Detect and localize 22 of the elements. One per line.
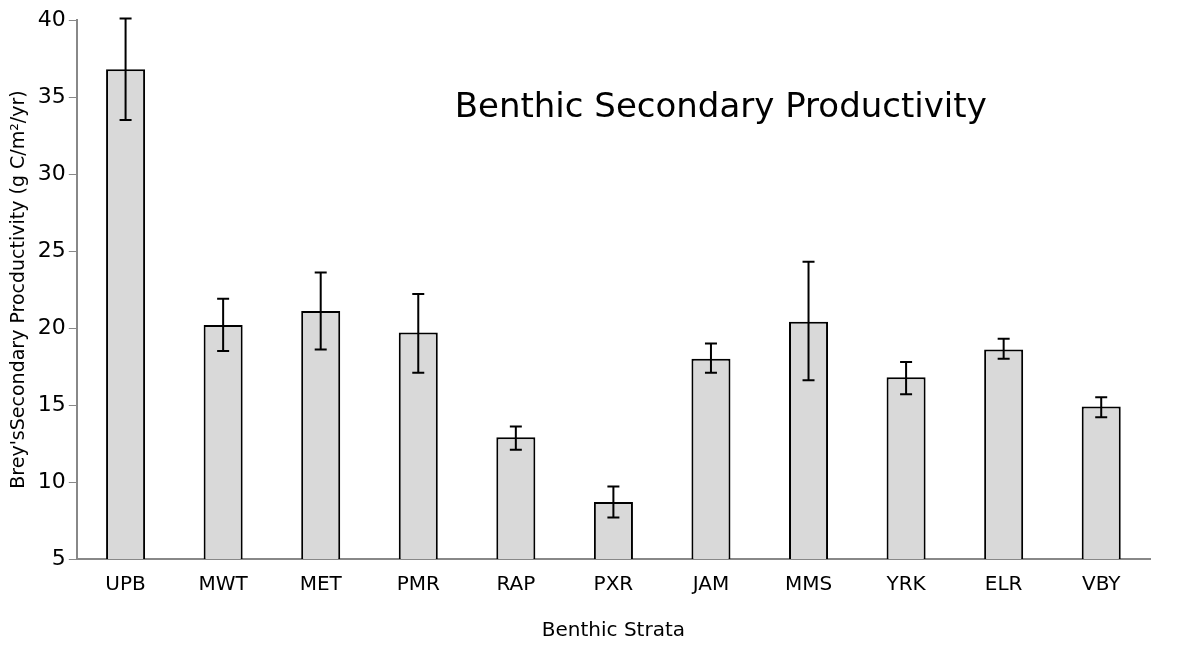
text: Benthic Secondary Productivity — [454, 84, 987, 125]
x-tick-label: UPB — [105, 571, 146, 596]
x-tick-label: MMS — [784, 571, 833, 596]
x-tick-label: PMR — [396, 571, 440, 596]
y-tick-label: 40 — [37, 5, 66, 31]
x-tick-label: JAM — [690, 571, 730, 596]
y-tick-label: 15 — [37, 390, 66, 416]
x-tick-label: RAP — [496, 571, 536, 596]
y-tick-label: 30 — [37, 159, 66, 185]
y-tick-label: 10 — [37, 467, 66, 493]
x-tick-label: MET — [299, 571, 343, 596]
y-tick-label: 25 — [37, 236, 66, 262]
x-axis-title: Benthic Strata — [541, 617, 686, 642]
x-tick-label: YRK — [885, 571, 927, 596]
x-tick-label: MWT — [198, 571, 249, 596]
y-tick-label: 20 — [37, 313, 66, 339]
y-tick-label: 5 — [51, 544, 66, 570]
x-tick-label: ELR — [984, 571, 1023, 596]
x-tick-label: VBY — [1081, 571, 1122, 596]
y-axis-title: Brey'sSecondary Procductivity (g C/m²/yr) — [6, 90, 29, 489]
x-tick-label: PXR — [593, 571, 634, 596]
y-tick-label: 35 — [37, 82, 66, 108]
